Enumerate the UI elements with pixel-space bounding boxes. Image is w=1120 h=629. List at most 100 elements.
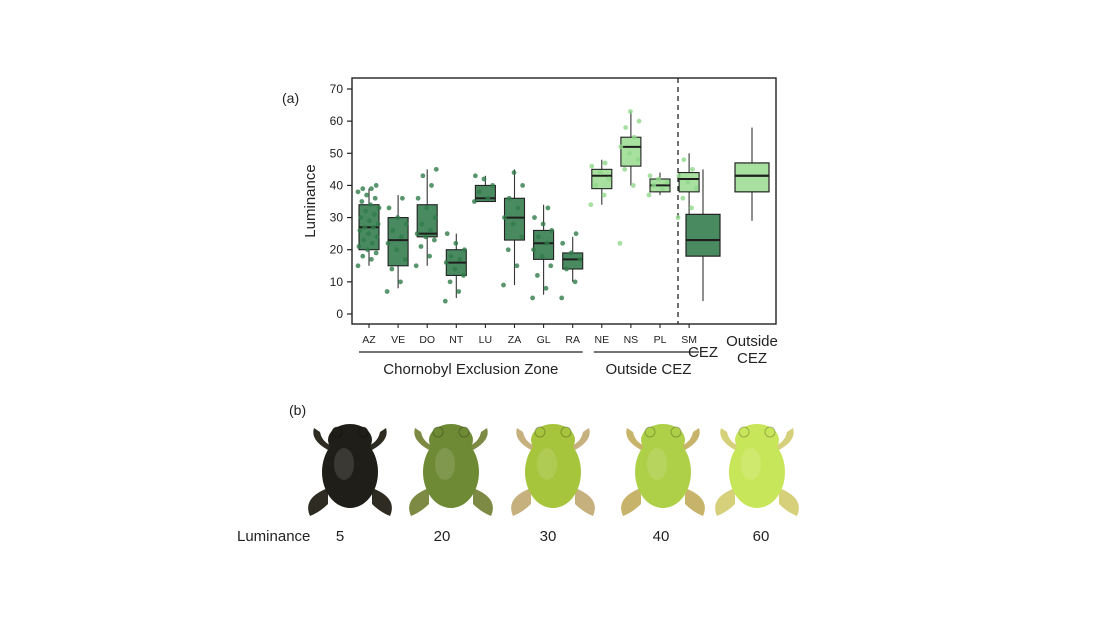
data-point [399, 234, 404, 240]
frog-front-leg [414, 428, 433, 450]
summary-box-cez [685, 213, 721, 257]
frog-image [409, 424, 493, 516]
data-point [403, 221, 409, 227]
data-point [453, 240, 459, 246]
data-point [635, 157, 641, 163]
y-tick-label: 30 [330, 211, 344, 225]
data-point [389, 266, 395, 272]
frog-eye [738, 426, 750, 438]
group-label: Outside CEZ [606, 361, 692, 378]
data-point [390, 228, 396, 233]
data-point [622, 166, 628, 172]
frog-front-leg [720, 428, 739, 450]
data-point [361, 237, 367, 243]
y-tick-label: 0 [336, 307, 343, 321]
frog-body [729, 436, 785, 508]
data-point [394, 247, 400, 253]
box-plot-chart: 0 10 20 30 40 50 60 70 Luminance AZ VE DO NT LU ZA GL RA… [302, 77, 778, 378]
data-point [539, 253, 545, 259]
data-point [365, 247, 370, 253]
data-point [485, 195, 491, 201]
frog-hind-leg [779, 488, 799, 516]
data-point [543, 285, 549, 291]
frog-body [635, 436, 691, 508]
data-point [375, 221, 381, 227]
data-point [447, 279, 453, 285]
group-label: Chornobyl Exclusion Zone [383, 361, 558, 378]
data-point [549, 228, 555, 233]
data-point [373, 183, 379, 188]
data-point [368, 202, 373, 208]
data-point [505, 247, 511, 253]
luminance-value: 30 [539, 528, 557, 545]
frog-front-leg [775, 428, 794, 450]
data-point [511, 170, 517, 175]
frog-hind-leg [372, 488, 392, 516]
frog-hind-leg [511, 488, 531, 516]
data-point [631, 134, 637, 140]
data-point [646, 192, 652, 198]
x-tick-label: LU [479, 334, 492, 346]
data-point [545, 205, 551, 211]
box-za [503, 197, 526, 241]
data-point [472, 199, 477, 204]
frog-series [308, 424, 799, 516]
data-point [680, 195, 686, 201]
frog-hind-leg [308, 488, 328, 516]
frog-hind-leg [473, 488, 493, 516]
frog-hind-leg [575, 488, 595, 516]
data-point [568, 250, 574, 256]
data-point [530, 295, 535, 301]
frog-eye [534, 426, 546, 438]
data-point [360, 253, 366, 259]
y-tick-label: 60 [330, 114, 344, 128]
summary-label: Outside [726, 333, 778, 350]
frog-highlight [741, 448, 761, 480]
luminance-value: 20 [433, 528, 451, 545]
data-point [428, 228, 433, 233]
data-point [544, 240, 550, 246]
data-point [519, 234, 525, 240]
data-point [461, 273, 466, 278]
data-point [444, 231, 450, 237]
panel-a-label: (a) [282, 90, 300, 106]
data-point [514, 263, 520, 269]
data-point [355, 189, 361, 195]
data-point [564, 266, 569, 272]
frog-front-leg [571, 428, 590, 450]
frog-image [715, 424, 799, 516]
frog-body [525, 436, 581, 508]
frog-hind-leg [409, 488, 429, 516]
data-point [367, 218, 372, 224]
data-point [424, 205, 430, 211]
frog-eye [764, 426, 776, 438]
data-point [420, 173, 426, 179]
data-point [457, 256, 463, 262]
data-point [656, 176, 661, 182]
x-tick-label: SM [681, 334, 697, 346]
data-point [520, 183, 526, 188]
data-point [472, 173, 478, 179]
data-point [415, 195, 421, 201]
frog-image [621, 424, 705, 516]
data-point [548, 263, 554, 269]
data-point [602, 160, 608, 166]
data-point [617, 240, 623, 246]
data-point [431, 237, 437, 243]
data-point [630, 183, 636, 188]
data-point [358, 215, 364, 220]
data-point [356, 244, 362, 249]
data-point [506, 195, 512, 201]
panel-b-label: (b) [289, 402, 307, 418]
frog-front-leg [681, 428, 700, 450]
x-tick-label: RA [565, 334, 580, 346]
data-point [676, 173, 682, 179]
frog-eye [432, 426, 444, 438]
summary-label: CEZ [737, 350, 767, 367]
data-point [369, 240, 375, 246]
x-tick-label: GL [537, 334, 551, 346]
luminance-caption: Luminance [237, 528, 311, 545]
frog-body [322, 436, 378, 508]
data-point [618, 144, 624, 150]
data-point [442, 298, 448, 304]
